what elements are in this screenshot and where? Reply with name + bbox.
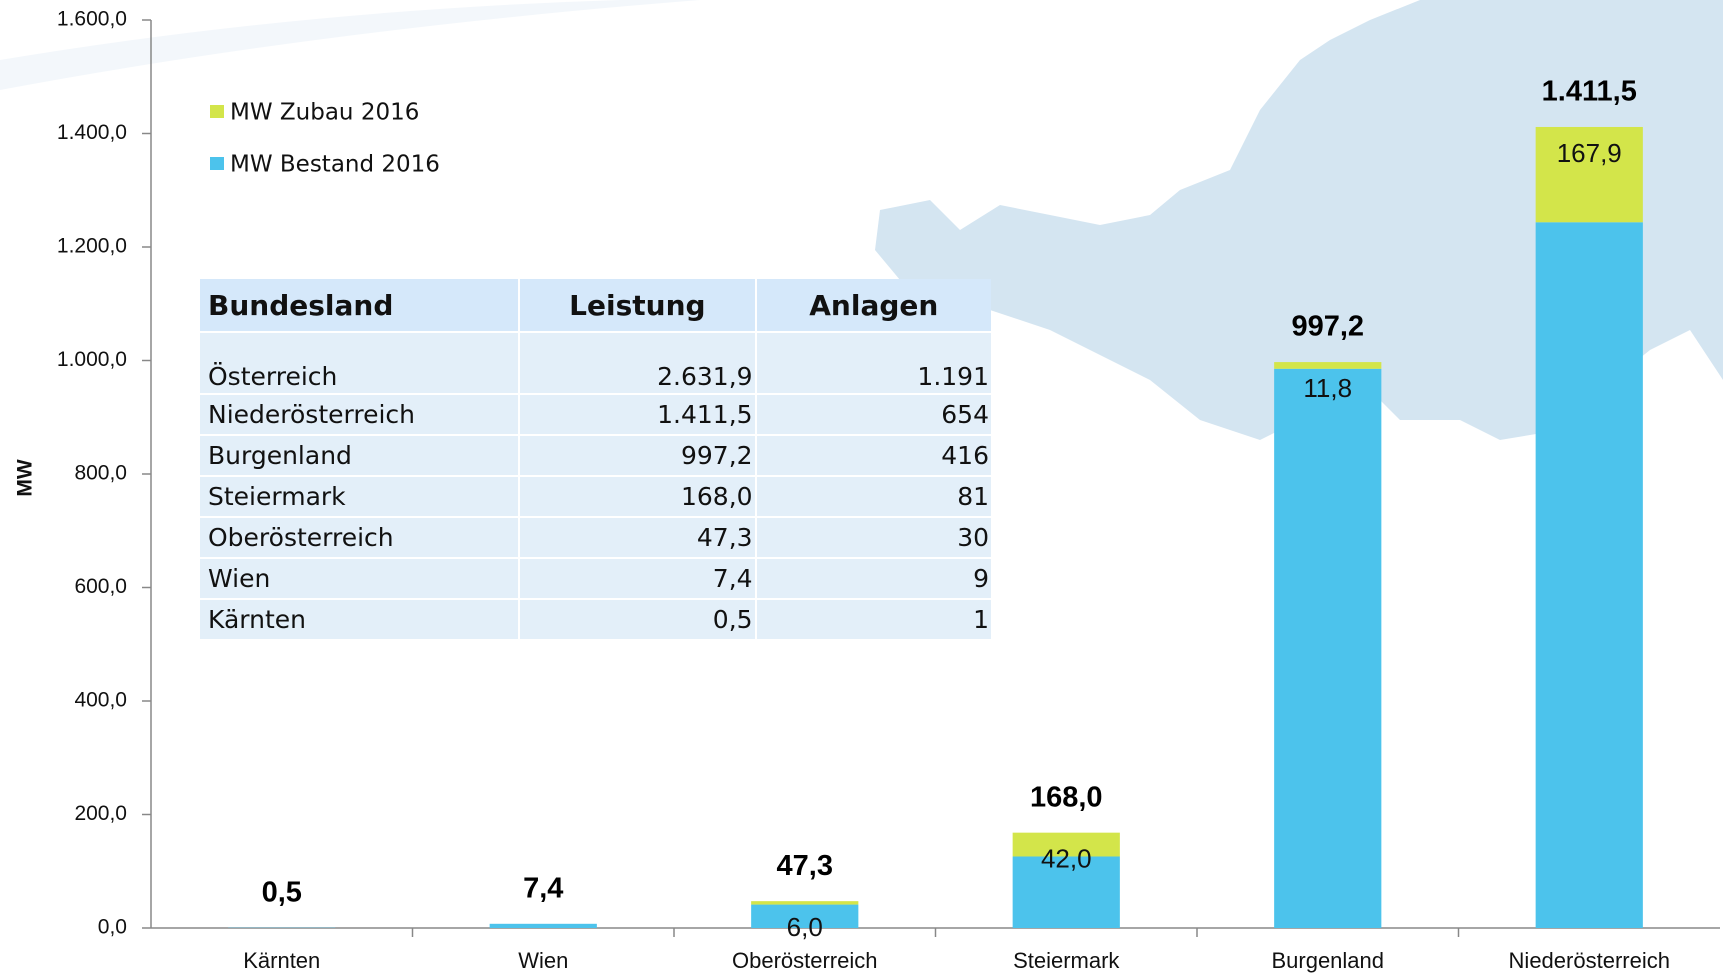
table-cell: 9 — [756, 559, 991, 598]
table-cell: 0,5 — [520, 600, 755, 639]
bar-segment — [1274, 362, 1382, 369]
table-cell: 1.411,5 — [520, 395, 755, 434]
y-tick-label: 400,0 — [74, 689, 127, 712]
legend-label: MW Bestand 2016 — [230, 152, 440, 178]
table-row: Österreich 2.631,9 1.191 — [200, 333, 991, 393]
legend-swatch — [210, 105, 224, 118]
table-cell: Kärnten — [200, 600, 519, 639]
y-tick-label: 1.400,0 — [57, 121, 127, 144]
table-row: Kärnten 0,5 1 — [200, 600, 991, 639]
data-table: Bundesland Leistung Anlagen Österreich 2.631… — [198, 277, 993, 641]
table-cell: 416 — [756, 436, 991, 475]
table-cell: 47,3 — [520, 518, 755, 557]
x-tick-label: Steiermark — [1013, 948, 1120, 973]
table-header-row: Bundesland Leistung Anlagen — [200, 279, 991, 331]
legend-label: MW Zubau 2016 — [230, 100, 419, 126]
map-background — [875, 0, 1723, 440]
table-row: Oberösterreich 47,3 30 — [200, 518, 991, 557]
legend-swatch — [210, 157, 224, 170]
table-cell: 81 — [756, 477, 991, 516]
bar-segment — [751, 901, 859, 905]
table-row: Steiermark 168,0 81 — [200, 477, 991, 516]
x-tick-label: Burgenland — [1271, 948, 1384, 973]
table-header-cell: Leistung — [520, 279, 755, 331]
segment-label: 42,0 — [1041, 844, 1092, 874]
table-row: Niederösterreich 1.411,5 654 — [200, 395, 991, 434]
table-cell: Oberösterreich — [200, 518, 519, 557]
y-axis-label: MW — [14, 459, 37, 496]
table-cell: Wien — [200, 559, 519, 598]
y-tick-label: 1.200,0 — [57, 235, 127, 258]
y-tick-label: 600,0 — [74, 575, 127, 598]
x-tick-label: Kärnten — [243, 948, 320, 973]
y-tick-label: 1.600,0 — [57, 8, 127, 31]
table-cell: Niederösterreich — [200, 395, 519, 434]
table-cell: 2.631,9 — [520, 333, 755, 393]
x-tick-label: Wien — [518, 948, 568, 973]
total-label: 0,5 — [262, 876, 302, 908]
total-label: 7,4 — [523, 872, 563, 904]
bar-segment — [1535, 126, 1643, 223]
bar-segment — [489, 923, 597, 928]
table-header-cell: Bundesland — [200, 279, 519, 331]
x-tick-label: Niederösterreich — [1509, 948, 1670, 973]
table-header-cell: Anlagen — [756, 279, 991, 331]
y-tick-label: 200,0 — [74, 802, 127, 825]
table-cell: Österreich — [200, 333, 519, 393]
table-row: Burgenland 997,2 416 — [200, 436, 991, 475]
segment-label: 167,9 — [1557, 138, 1622, 168]
bar-segment — [1535, 222, 1643, 928]
swoosh — [0, 0, 700, 90]
total-label: 168,0 — [1030, 781, 1103, 813]
table-cell: 997,2 — [520, 436, 755, 475]
bar-segment — [1012, 856, 1120, 928]
table-cell: Burgenland — [200, 436, 519, 475]
segment-label: 6,0 — [787, 912, 823, 942]
total-label: 47,3 — [777, 850, 833, 882]
y-tick-label: 0,0 — [98, 916, 127, 939]
total-label: 997,2 — [1291, 311, 1364, 343]
y-tick-label: 1.000,0 — [57, 348, 127, 371]
bar-segment — [1012, 832, 1120, 857]
bar-segment — [1274, 368, 1382, 928]
table-cell: 7,4 — [520, 559, 755, 598]
table-cell: Steiermark — [200, 477, 519, 516]
segment-label: 11,8 — [1303, 373, 1352, 403]
table-cell: 168,0 — [520, 477, 755, 516]
table-cell: 1 — [756, 600, 991, 639]
table-row: Wien 7,4 9 — [200, 559, 991, 598]
bar-segment — [751, 904, 859, 928]
y-tick-label: 800,0 — [74, 462, 127, 485]
total-label: 1.411,5 — [1542, 76, 1637, 108]
x-tick-label: Oberösterreich — [732, 948, 878, 973]
table-cell: 654 — [756, 395, 991, 434]
table-cell: 30 — [756, 518, 991, 557]
table-cell: 1.191 — [756, 333, 991, 393]
